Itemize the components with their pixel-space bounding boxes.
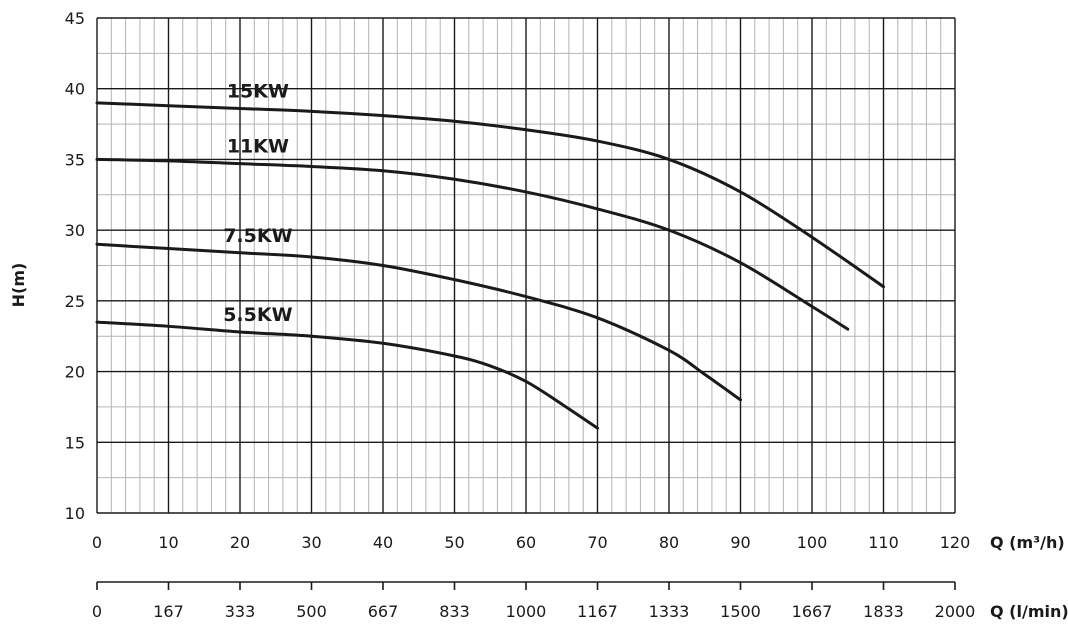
y-tick-label: 25 [65, 292, 85, 311]
secondary-x-tick-label: 167 [153, 602, 184, 621]
secondary-x-tick-label: 500 [296, 602, 327, 621]
x-tick-label: 30 [301, 533, 321, 552]
x-tick-label: 60 [516, 533, 536, 552]
series-line-11kw [95, 157, 850, 331]
x-tick-label: 100 [797, 533, 828, 552]
y-tick-label: 45 [65, 9, 85, 28]
series-labels: 15KW 11KW 7.5KW 5.5KW [223, 81, 292, 326]
x-tick-label: 90 [730, 533, 750, 552]
x-tick-label: 70 [587, 533, 607, 552]
y-tick-label: 10 [65, 504, 85, 523]
y-tick-label: 15 [65, 433, 85, 452]
secondary-x-tick-label: 1333 [649, 602, 690, 621]
series-label: 15KW [227, 81, 289, 103]
series-line-7-5kw [95, 242, 742, 402]
series-line-15kw [95, 101, 885, 289]
x-tick-label: 120 [940, 533, 971, 552]
major-gridlines [96, 17, 956, 514]
x-tick-label: 20 [230, 533, 250, 552]
x-tick-label: 80 [659, 533, 679, 552]
secondary-x-tick-label: 1833 [863, 602, 904, 621]
x-axis-title: Q (m³/h) [990, 533, 1065, 552]
secondary-x-axis: 0 167 333 500 667 833 1000 1167 1333 1500 1667 1833… [92, 581, 976, 621]
y-tick-label: 30 [65, 221, 85, 240]
secondary-x-tick-label: 833 [439, 602, 470, 621]
y-axis-ticks: 10 15 20 25 30 35 40 45 [65, 9, 85, 523]
x-tick-label: 50 [444, 533, 464, 552]
y-tick-label: 20 [65, 363, 85, 382]
x-tick-label: 40 [373, 533, 393, 552]
y-tick-label: 35 [65, 150, 85, 169]
y-tick-label: 40 [65, 80, 85, 99]
secondary-x-tick-label: 333 [225, 602, 256, 621]
secondary-x-tick-label: 1500 [720, 602, 761, 621]
series-label: 7.5KW [223, 225, 292, 247]
secondary-x-tick-label: 1000 [506, 602, 547, 621]
series-label: 11KW [227, 136, 289, 158]
x-axis-ticks: 0 10 20 30 40 50 60 70 80 90 100 110 120 [92, 533, 970, 552]
secondary-x-tick-label: 1167 [577, 602, 618, 621]
x-tick-label: 10 [158, 533, 178, 552]
secondary-x-axis-title: Q (l/min) [990, 602, 1068, 621]
x-tick-label: 0 [92, 533, 102, 552]
series-line-5-5kw [95, 320, 599, 430]
y-axis-title: H(m) [9, 263, 28, 308]
x-tick-label: 110 [868, 533, 899, 552]
secondary-x-tick-label: 0 [92, 602, 102, 621]
secondary-x-tick-label: 667 [368, 602, 399, 621]
series-label: 5.5KW [223, 304, 292, 326]
secondary-x-tick-label: 2000 [935, 602, 976, 621]
series-lines [95, 101, 885, 430]
secondary-x-tick-label: 1667 [792, 602, 833, 621]
